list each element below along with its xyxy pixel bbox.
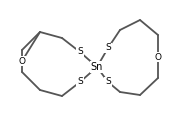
Text: O: O	[19, 56, 25, 66]
Text: O: O	[155, 52, 161, 62]
Text: S: S	[77, 78, 83, 86]
Text: S: S	[77, 48, 83, 56]
Text: S: S	[105, 78, 111, 86]
Text: S: S	[105, 44, 111, 52]
Text: Sn: Sn	[91, 62, 103, 72]
